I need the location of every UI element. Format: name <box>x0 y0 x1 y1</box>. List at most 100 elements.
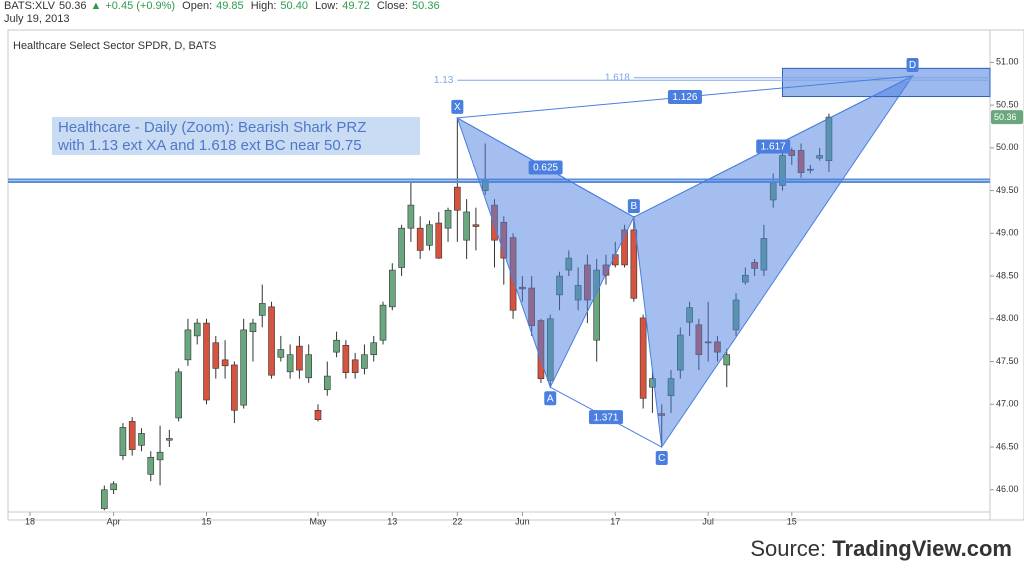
up-arrow: ▲ <box>90 0 102 12</box>
candle-body <box>110 483 117 491</box>
annotation-line: Healthcare - Daily (Zoom): Bearish Shark… <box>58 119 366 136</box>
ratio-badge <box>667 89 702 104</box>
candle-body <box>166 438 173 441</box>
point-badge <box>906 58 919 73</box>
candle-body <box>101 489 108 509</box>
y-tick-label: 50.50 <box>996 99 1019 109</box>
candle-body <box>147 456 155 475</box>
annotation-box <box>52 117 420 155</box>
source-credit: Source: TradingView.com <box>750 536 1012 562</box>
candle-body <box>389 269 396 308</box>
candle-body <box>454 186 461 211</box>
date: July 19, 2013 <box>4 13 70 25</box>
point-label: D <box>909 60 916 71</box>
candle-body <box>351 359 359 373</box>
chart-title: Healthcare Select Sector SPDR, D, BATS <box>13 40 216 52</box>
prz-zone <box>781 67 991 98</box>
candle-body <box>286 354 294 373</box>
candle-body <box>175 371 182 419</box>
fib-level-label: 1.13 <box>434 75 454 86</box>
ratio-label: 0.625 <box>533 163 558 174</box>
candle-body <box>379 304 387 341</box>
change: +0.45 (+0.9%) <box>105 0 176 12</box>
candle-body <box>314 409 322 420</box>
candle-body <box>138 433 145 446</box>
candle-body <box>156 451 164 461</box>
x-tick-label: Jun <box>515 516 530 526</box>
candle-body <box>296 345 303 371</box>
candle-body <box>258 303 266 316</box>
candle-body <box>119 427 127 456</box>
close: 50.36 <box>412 0 440 12</box>
quote: 50.36 <box>58 0 87 12</box>
candle-body <box>184 329 192 361</box>
y-tick-label: 47.50 <box>996 356 1019 366</box>
candle-body <box>370 342 378 356</box>
candle-body <box>323 375 331 391</box>
last-price-badge <box>991 110 1023 125</box>
candle-body <box>268 306 275 376</box>
x-tick-label: 18 <box>25 516 35 526</box>
point-label: C <box>658 453 665 464</box>
x-tick-label: 17 <box>610 516 620 526</box>
candle-body <box>723 354 731 366</box>
high: 50.40 <box>280 0 308 12</box>
candle-body <box>361 354 368 369</box>
ratio-badge <box>588 410 623 425</box>
candle-body <box>240 329 247 406</box>
quote-header: BATS:XLV 50.36 ▲ +0.45 (+0.9%) Open: 49.85 H… <box>4 0 444 26</box>
candle-body <box>193 322 201 337</box>
x-tick-label: 15 <box>787 516 797 526</box>
open: 49.85 <box>216 0 244 12</box>
pattern-triangle <box>633 74 915 449</box>
y-tick-label: 46.00 <box>996 484 1019 494</box>
x-tick-label: May <box>309 516 327 526</box>
y-tick-label: 47.00 <box>996 399 1019 409</box>
candle-body <box>305 354 313 379</box>
candle-body <box>231 364 238 411</box>
candle-body <box>426 224 433 246</box>
ratio-badge <box>756 139 791 154</box>
point-label: A <box>547 393 554 404</box>
x-tick-label: 22 <box>452 516 462 526</box>
candle-body <box>203 322 210 401</box>
candle-body <box>472 224 480 227</box>
candle-body <box>407 204 415 229</box>
candle-body <box>398 227 405 268</box>
open-label: Open: <box>182 0 213 12</box>
point-label: B <box>631 201 638 212</box>
y-tick-label: 48.00 <box>996 313 1019 323</box>
ratio-label: 1.126 <box>672 92 697 103</box>
candle-body <box>128 421 136 450</box>
candle-body <box>444 209 452 229</box>
candle-body <box>342 345 350 373</box>
high-label: High: <box>250 0 277 12</box>
y-tick-label: 51.00 <box>996 57 1019 67</box>
point-label: X <box>454 102 461 113</box>
low: 49.72 <box>342 0 370 12</box>
point-badge <box>544 391 557 406</box>
x-tick-label: 13 <box>387 516 397 526</box>
last-price-label: 50.36 <box>994 112 1017 122</box>
source: TradingView.com <box>832 536 1012 561</box>
ratio-badge <box>528 160 563 175</box>
annotation-line: with 1.13 ext XA and 1.618 ext BC near 5… <box>57 137 362 154</box>
y-tick-label: 49.00 <box>996 228 1019 238</box>
y-tick-label: 49.50 <box>996 185 1019 195</box>
candle-body <box>277 349 285 358</box>
source-label: Source: <box>750 536 827 561</box>
candle-body <box>463 211 470 241</box>
x-tick-label: Apr <box>107 516 121 526</box>
symbol: BATS:XLV <box>4 0 55 12</box>
ratio-label: 1.371 <box>593 412 618 423</box>
point-badge <box>655 451 668 466</box>
candle-body <box>212 342 220 369</box>
x-tick-label: Jul <box>702 516 714 526</box>
point-badge <box>627 199 640 214</box>
low-label: Low: <box>315 0 339 12</box>
y-tick-label: 48.50 <box>996 270 1019 280</box>
candle-body <box>249 322 257 332</box>
point-badge <box>451 99 464 114</box>
